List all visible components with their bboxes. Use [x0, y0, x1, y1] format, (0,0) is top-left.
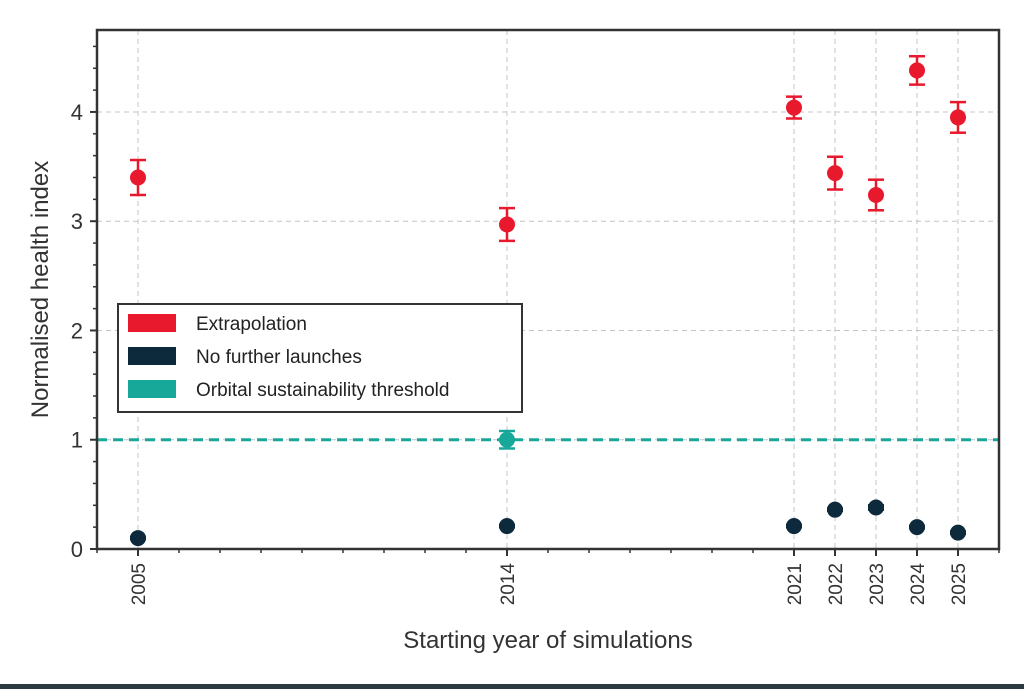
y-tick-label: 1: [71, 428, 83, 453]
data-point: [950, 109, 966, 126]
data-point: [950, 524, 966, 541]
x-tick-label: 2025: [949, 563, 970, 605]
data-point: [868, 499, 884, 516]
data-point: [499, 518, 515, 535]
x-tick-label: 2005: [129, 563, 150, 605]
plot-area: [97, 30, 999, 549]
data-point: [827, 501, 843, 518]
data-point: [130, 530, 146, 547]
y-axis-label: Normalised health index: [27, 161, 54, 418]
x-tick-label: 2023: [867, 563, 888, 605]
y-tick-label: 0: [71, 537, 83, 562]
data-point: [786, 99, 802, 116]
data-point: [786, 518, 802, 535]
legend-label: Extrapolation: [196, 314, 307, 335]
legend-swatch: [128, 314, 176, 332]
x-axis-label: Starting year of simulations: [403, 627, 692, 654]
bottom-border: [0, 684, 1024, 689]
legend-label: Orbital sustainability threshold: [196, 380, 449, 401]
legend-box: [117, 303, 523, 413]
x-tick-label: 2014: [498, 563, 519, 606]
data-point: [827, 165, 843, 182]
data-point: [909, 62, 925, 79]
legend-label: No further launches: [196, 347, 362, 368]
x-tick-label: 2022: [826, 563, 847, 605]
data-point: [130, 169, 146, 186]
data-point: [499, 216, 515, 233]
data-point: [909, 519, 925, 536]
legend-swatch: [128, 380, 176, 398]
y-tick-label: 3: [71, 209, 83, 234]
y-tick-label: 2: [71, 318, 83, 343]
y-tick-label: 4: [71, 100, 83, 125]
data-point: [499, 431, 515, 448]
x-tick-label: 2024: [908, 563, 929, 606]
legend: Extrapolation No further launches Orbital …: [117, 303, 523, 413]
data-point: [868, 186, 884, 203]
legend-swatch: [128, 347, 176, 365]
x-tick-label: 2021: [785, 563, 806, 605]
